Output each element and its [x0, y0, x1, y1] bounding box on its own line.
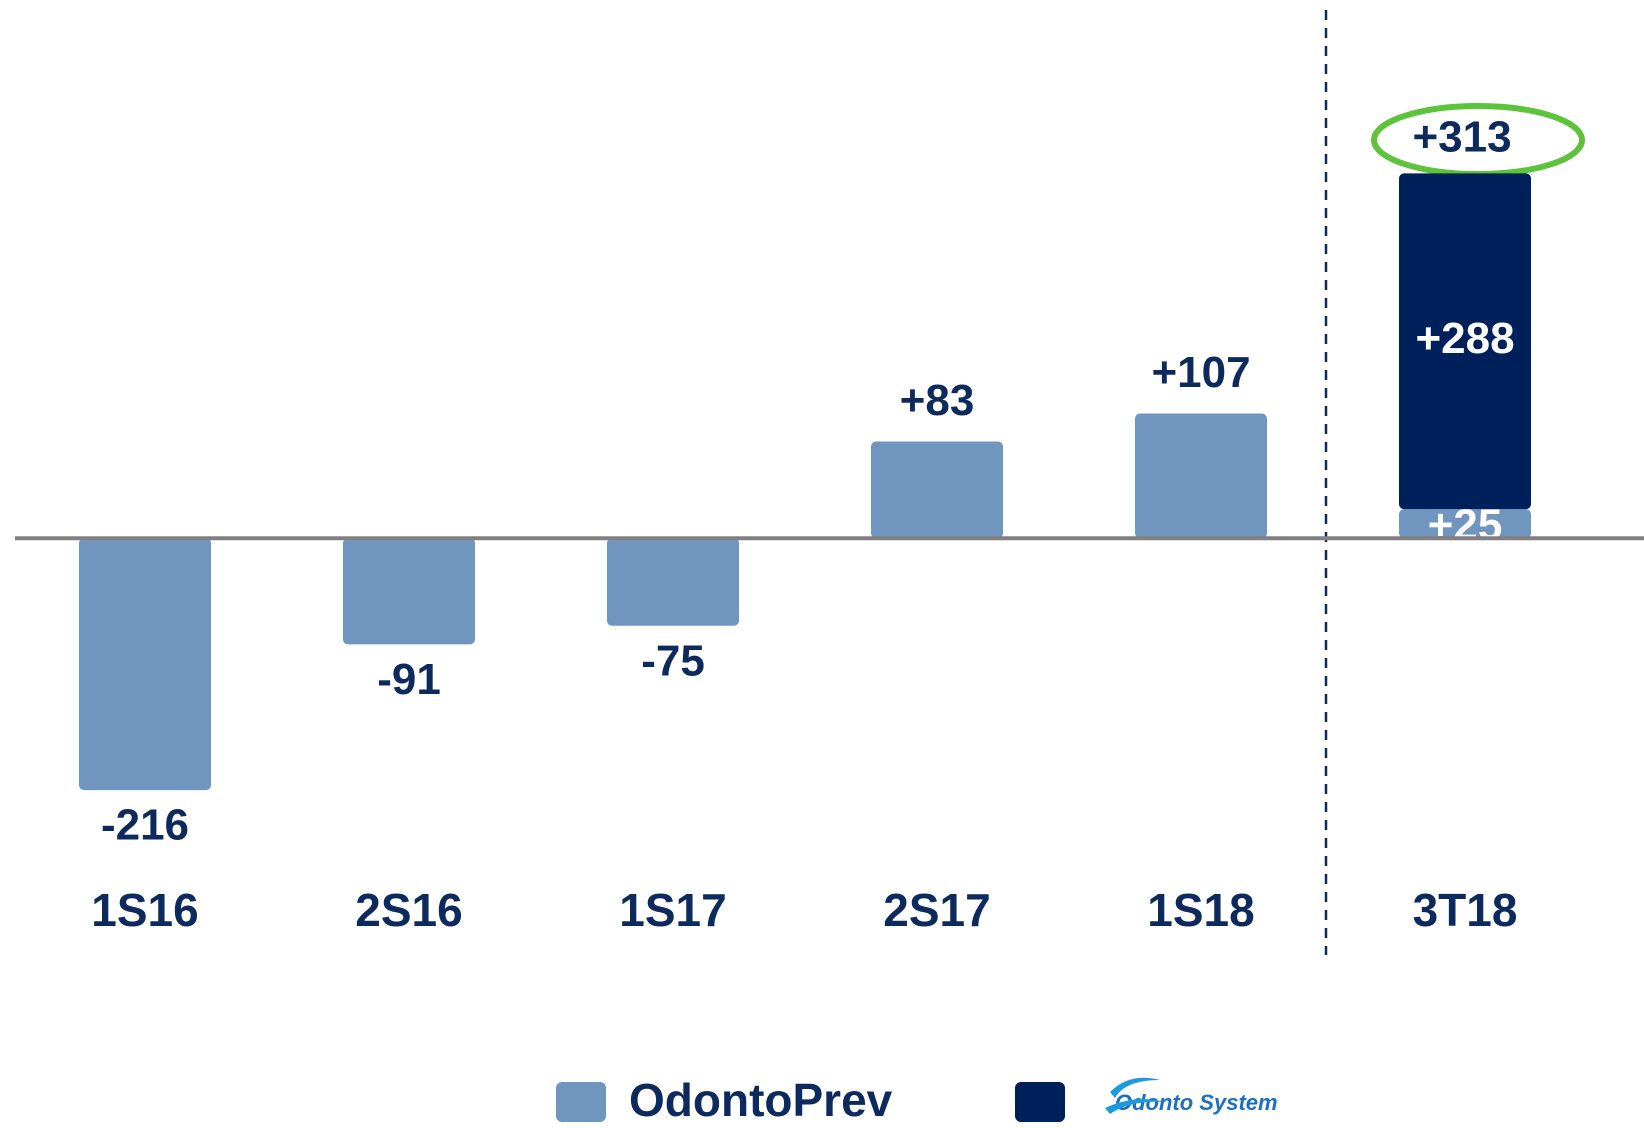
value-label: +288 [1415, 314, 1514, 363]
value-label: -75 [641, 636, 705, 685]
x-tick-label: 1S17 [619, 884, 726, 936]
value-label: -91 [377, 655, 441, 704]
legend-label: OdontoPrev [629, 1074, 893, 1126]
legend-swatch [1015, 1082, 1065, 1122]
x-tick-label: 1S18 [1147, 884, 1254, 936]
bar [871, 441, 1003, 539]
total-label: +313 [1412, 113, 1511, 162]
value-label: -216 [101, 801, 189, 850]
x-tick-label: 3T18 [1413, 884, 1518, 936]
value-label: +83 [900, 376, 975, 425]
x-tick-label: 2S16 [355, 884, 462, 936]
bar [607, 538, 739, 626]
bar [1135, 413, 1267, 539]
bar [1399, 173, 1531, 510]
x-tick-label: 1S16 [91, 884, 198, 936]
x-tick-label: 2S17 [883, 884, 990, 936]
bar [343, 538, 475, 645]
bar [1399, 509, 1531, 539]
legend-swatch [556, 1082, 606, 1122]
bar [79, 538, 211, 791]
value-label: +107 [1151, 348, 1250, 397]
legend-logo-wave [1105, 1077, 1165, 1114]
